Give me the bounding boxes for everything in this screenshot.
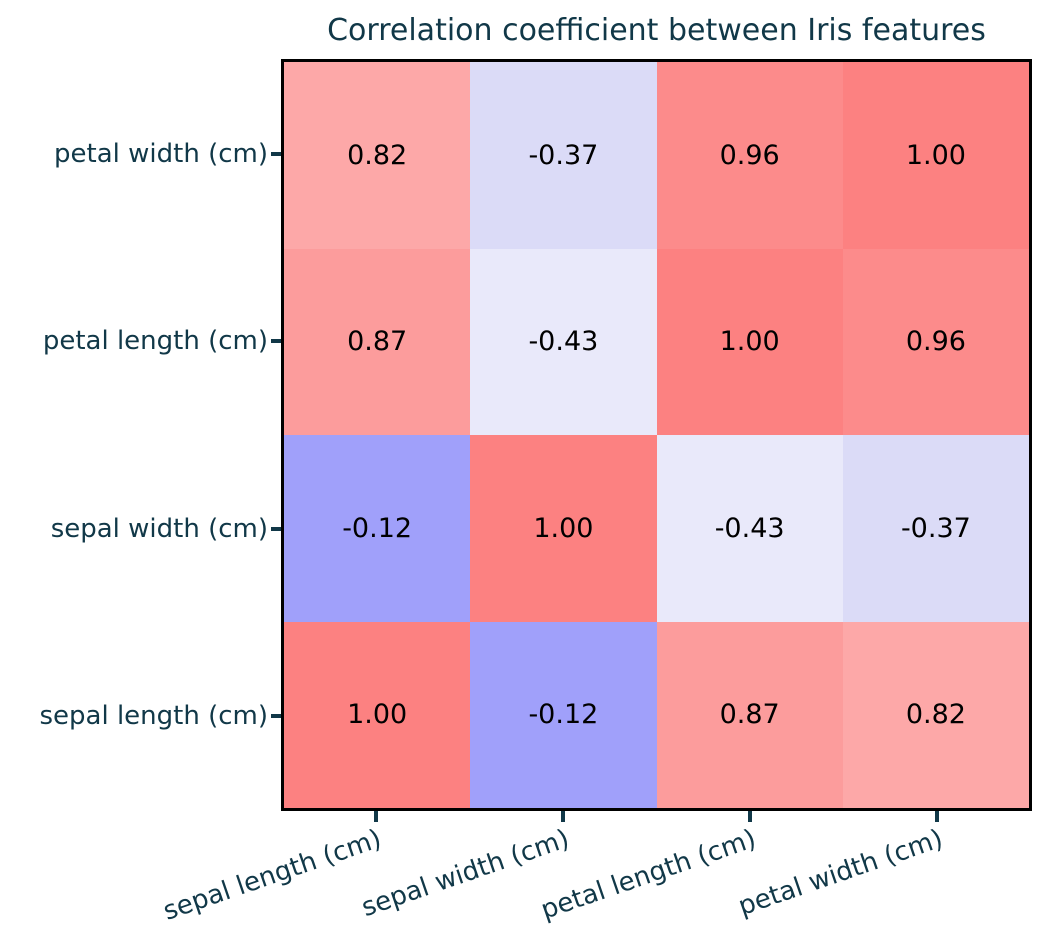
heatmap-cell: -0.12: [284, 435, 471, 622]
heatmap-cell: -0.43: [656, 435, 843, 622]
x-tick: [748, 811, 752, 822]
heatmap-cell: 0.82: [284, 62, 471, 249]
x-tick: [935, 811, 939, 822]
heatmap-cell: 0.87: [656, 621, 843, 808]
y-tick-label: petal width (cm): [54, 139, 268, 169]
y-tick-label: petal length (cm): [42, 326, 268, 356]
heatmap-cell: -0.12: [470, 621, 657, 808]
y-tick-label: sepal length (cm): [39, 701, 268, 731]
x-tick: [374, 811, 378, 822]
heatmap-cell: -0.37: [842, 435, 1029, 622]
heatmap-cell: 1.00: [656, 248, 843, 435]
heatmap-cell: 1.00: [842, 62, 1029, 249]
y-tick: [271, 714, 281, 718]
heatmap-cell: 0.96: [842, 248, 1029, 435]
heatmap-cell: 0.87: [284, 248, 471, 435]
y-tick-label: sepal width (cm): [50, 514, 268, 544]
heatmap-cell: 0.82: [842, 621, 1029, 808]
heatmap-cell: 0.96: [656, 62, 843, 249]
x-tick-label: petal length (cm): [537, 824, 760, 926]
x-tick: [561, 811, 565, 822]
x-tick-label: petal width (cm): [734, 824, 947, 923]
y-tick: [271, 152, 281, 156]
x-tick-label: sepal length (cm): [159, 824, 386, 927]
y-tick: [271, 339, 281, 343]
heatmap-cell: -0.37: [470, 62, 657, 249]
heatmap-cell: 1.00: [470, 435, 657, 622]
heatmap-cell: -0.43: [470, 248, 657, 435]
heatmap-plot: 0.82 -0.37 0.96 1.00 0.87 -0.43 1.00 0.9…: [281, 59, 1032, 811]
heatmap-cell: 1.00: [284, 621, 471, 808]
y-tick: [271, 527, 281, 531]
chart-title: Correlation coefficient between Iris fea…: [327, 13, 986, 48]
